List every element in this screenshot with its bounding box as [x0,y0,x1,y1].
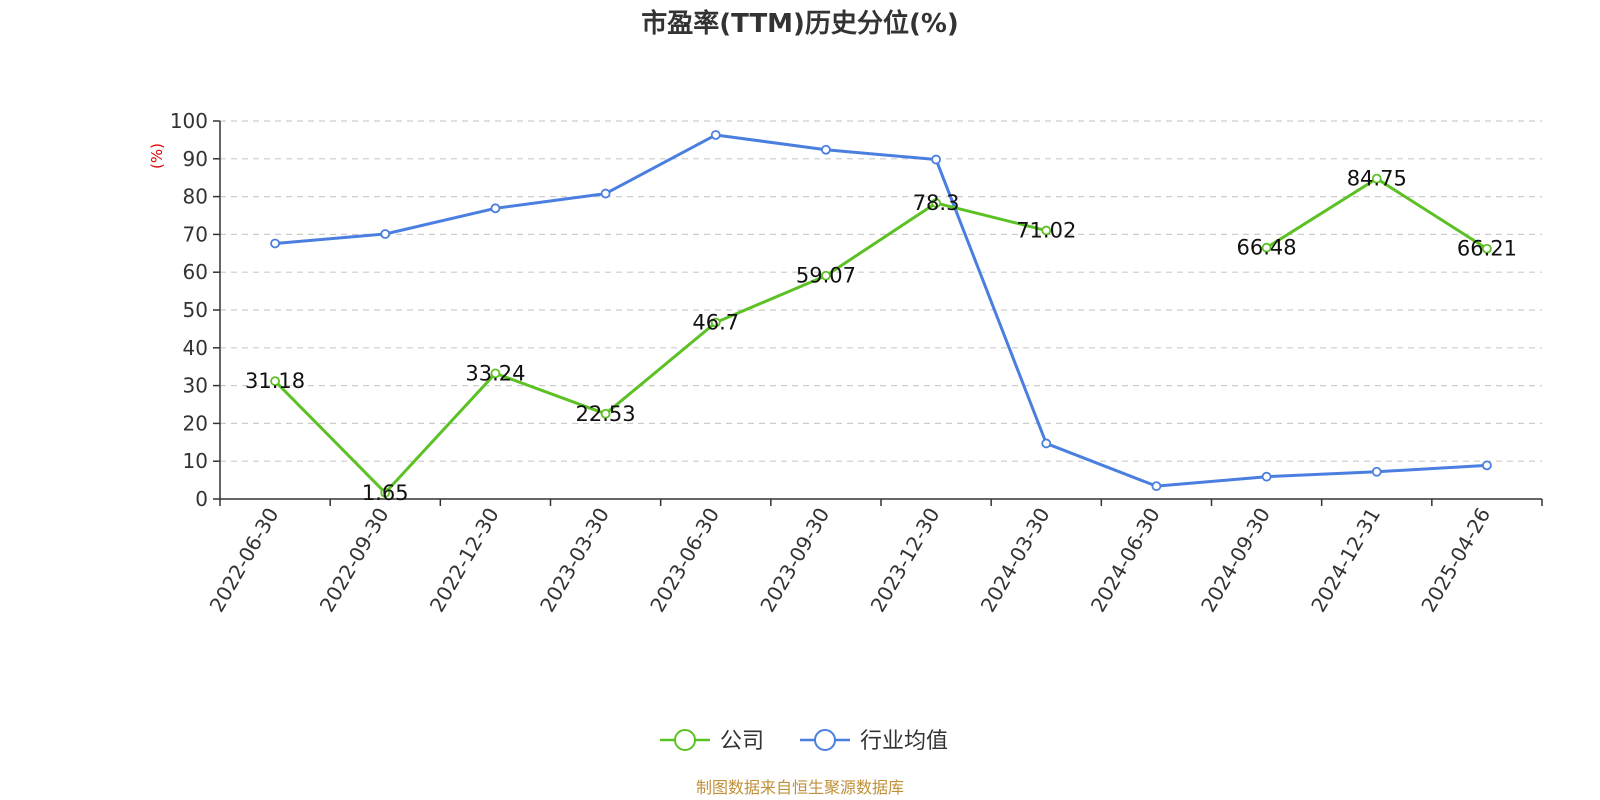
y-tick-label: 60 [183,260,208,284]
x-tick-label: 2024-03-30 [976,504,1055,617]
data-label: 71.02 [1016,219,1076,243]
data-point [710,317,721,328]
data-point [490,203,501,214]
x-tick-label: 2023-12-30 [866,504,945,617]
y-tick-label: 10 [183,449,208,473]
x-tick-label: 2023-06-30 [645,504,724,617]
series-industry-average [270,130,1492,492]
legend[interactable]: 公司 行业均值 [660,729,948,754]
y-tick-label: 100 [170,109,208,133]
source-note: 制图数据来自恒生聚源数据库 [696,778,904,797]
data-label: 46.7 [692,310,739,334]
data-point [1041,438,1052,449]
legend-marker-icon [814,729,836,751]
legend-label: 行业均值 [860,729,948,754]
y-tick-label: 40 [183,336,208,360]
data-point [380,229,391,239]
y-tick-label: 90 [183,147,208,171]
x-tick-label: 2023-09-30 [755,504,834,617]
data-point [1261,471,1272,482]
data-point [821,144,831,155]
data-point [1041,225,1052,236]
x-tick-label: 2023-03-30 [535,504,614,617]
data-point [1151,481,1162,492]
gridlines [220,120,1542,462]
data-point [1482,460,1492,471]
series-line [274,201,1047,495]
data-point [931,198,941,208]
x-tick-label: 2024-12-31 [1306,504,1385,617]
data-point [270,376,280,387]
x-tick-label: 2022-09-30 [315,504,394,617]
data-label: 84.75 [1347,167,1407,191]
data-point [821,270,831,281]
data-label: 66.21 [1457,237,1517,261]
x-tick-label: 2024-06-30 [1086,504,1165,617]
legend-label: 公司 [720,729,764,754]
y-tick-label: 30 [183,374,208,398]
series-company: 31.18 1.65 33.24 22.53 46.7 59.07 78.3 71.02 66.… [245,167,1517,505]
series-layer: 31.18 1.65 33.24 22.53 46.7 59.07 78.3 71.02 66.… [245,130,1517,505]
data-label: 22.53 [576,402,636,426]
data-point [710,130,721,140]
chart-title: 市盈率(TTM)历史分位(%) [641,8,959,39]
data-label: 78.3 [913,191,960,215]
data-label: 31.18 [245,369,305,393]
x-tick-label: 2022-12-30 [425,504,504,617]
y-tick-label: 50 [183,298,208,322]
data-point [931,154,941,165]
y-tick-label: 0 [195,487,208,511]
series-line [274,133,1488,488]
data-point [1371,173,1382,184]
data-point [490,368,501,379]
y-tick-label: 70 [183,222,208,246]
data-point [1371,466,1382,477]
x-tick-label: 2025-04-26 [1416,504,1495,617]
data-point [270,238,280,249]
data-label: 33.24 [465,361,525,385]
legend-marker-icon [674,729,696,751]
data-point [600,188,611,199]
y-tick-label: 80 [183,185,208,209]
y-tick-label: 20 [183,411,208,435]
data-label: 59.07 [796,264,856,288]
data-label: 66.48 [1237,236,1297,260]
data-point [1482,243,1492,254]
axes: 0 10 20 30 40 50 60 70 80 90 100 2022-06-30 2022-09-… [170,109,1543,617]
data-point [600,408,611,419]
x-tick-label: 2022-06-30 [205,504,284,617]
x-tick-label: 2024-09-30 [1196,504,1275,617]
data-point [1261,242,1272,253]
data-label: 1.65 [362,481,409,505]
legend-item-industry-average[interactable]: 行业均值 [800,729,948,754]
legend-item-company[interactable]: 公司 [660,729,764,754]
data-point [380,487,391,498]
y-axis-label: (%) [148,143,166,169]
